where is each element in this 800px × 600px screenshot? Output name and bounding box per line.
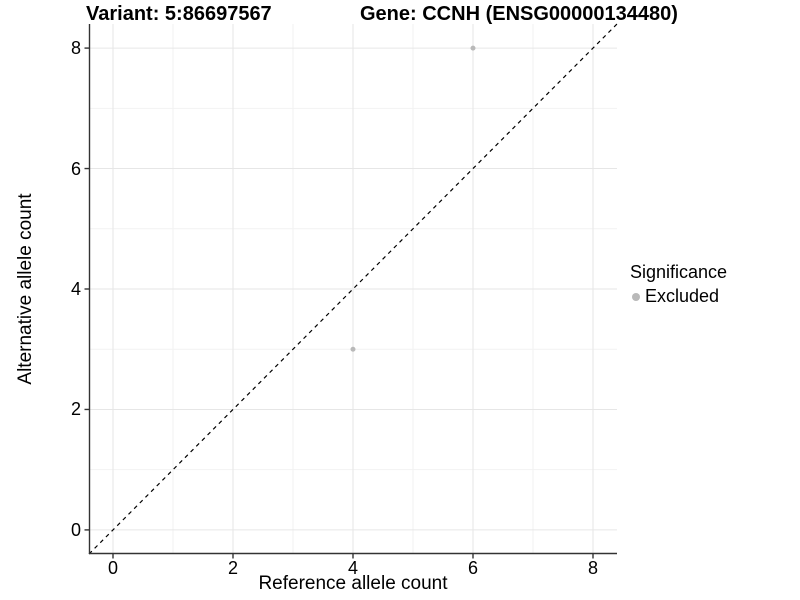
y-axis-title: Alternative allele count <box>15 193 36 385</box>
x-tick-label: 8 <box>587 558 598 578</box>
legend-items: Excluded <box>630 286 727 307</box>
x-tick-label: 2 <box>227 558 238 578</box>
legend: Significance Excluded <box>630 262 727 307</box>
x-tick-label: 0 <box>107 558 118 578</box>
x-axis-title: Reference allele count <box>258 573 448 594</box>
plot-title-gene: Gene: CCNH (ENSG00000134480) <box>360 3 678 25</box>
legend-item-excluded: Excluded <box>632 286 727 307</box>
y-tick-label: 6 <box>70 158 81 179</box>
legend-key-dot-icon <box>632 292 640 301</box>
y-tick-label: 8 <box>70 38 81 59</box>
x-tick-label: 6 <box>467 558 478 578</box>
legend-item-label: Excluded <box>645 286 720 306</box>
y-tick-label: 2 <box>70 399 81 420</box>
scatter-plot-canvas <box>84 23 618 559</box>
y-tick-label: 4 <box>70 279 81 299</box>
y-tick-label: 0 <box>70 519 81 540</box>
data-point <box>470 45 476 51</box>
plot-panel <box>84 23 618 559</box>
plot-title-variant: Variant: 5:86697567 <box>86 3 272 25</box>
data-point <box>350 346 356 352</box>
x-tick-label: 4 <box>347 558 358 578</box>
legend-title: Significance <box>630 262 728 282</box>
